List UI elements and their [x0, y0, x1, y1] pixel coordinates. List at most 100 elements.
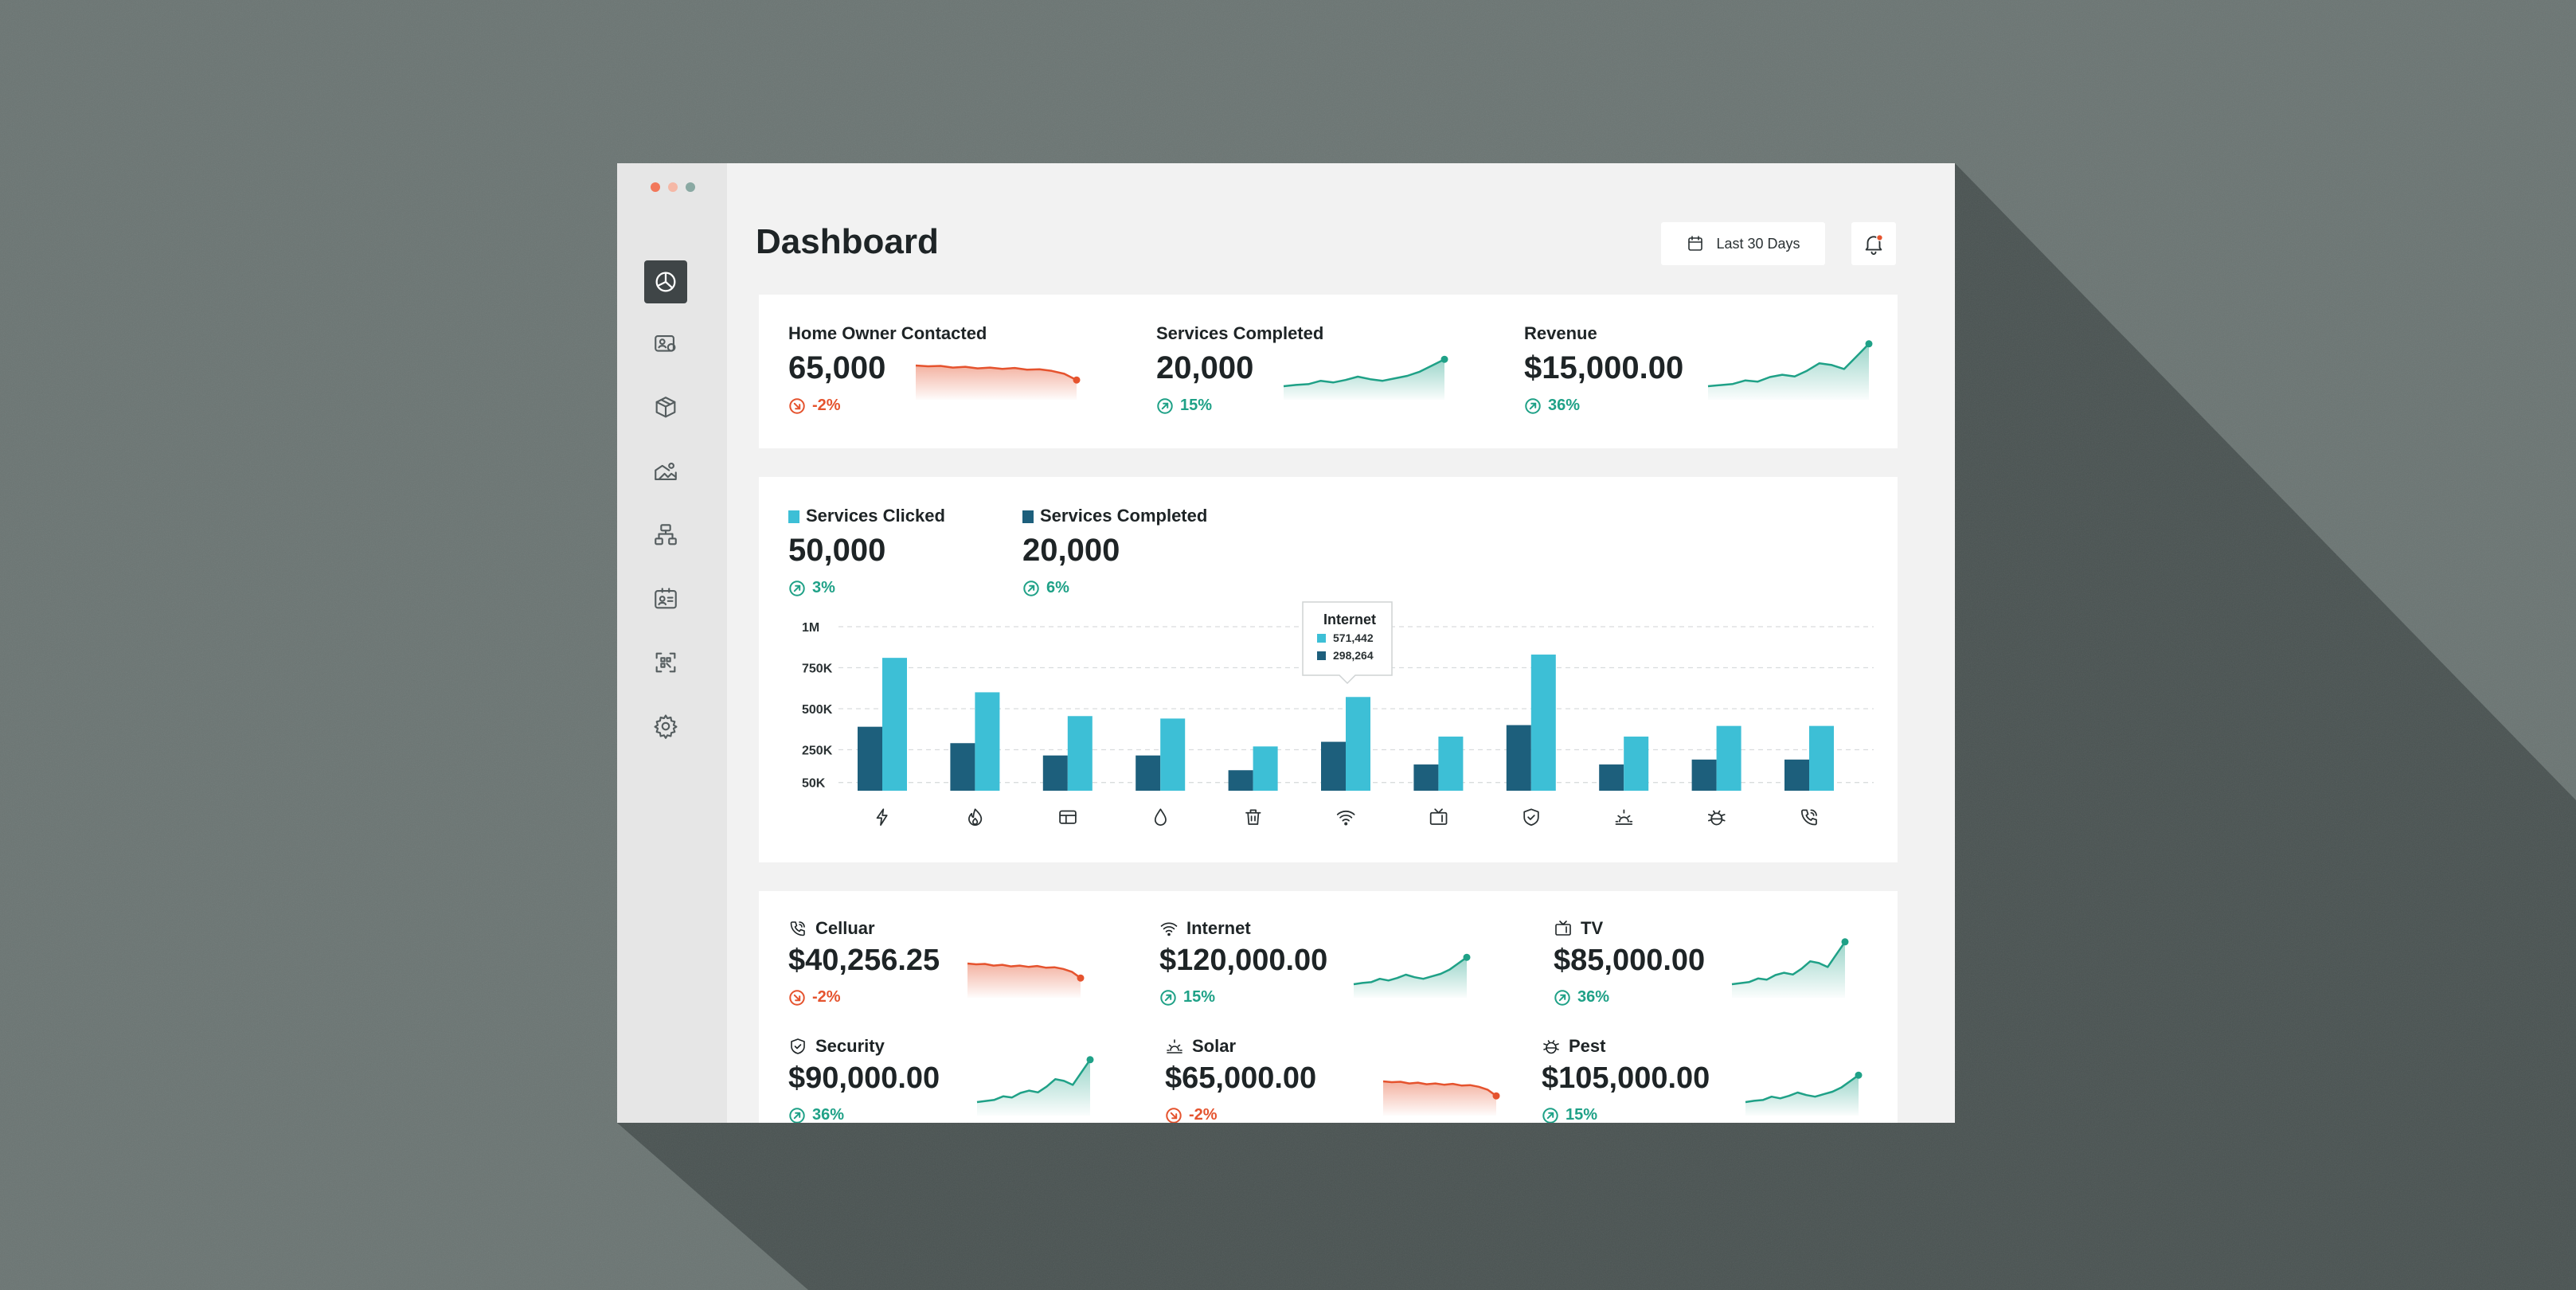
- sparkline-line: [1707, 342, 1870, 388]
- bar-clicked-window[interactable]: [1067, 716, 1093, 791]
- window-close-dot[interactable]: [651, 182, 660, 192]
- flame-icon: [968, 808, 983, 826]
- tooltip-swatch: [1317, 634, 1326, 643]
- sparkline-area: [967, 964, 1081, 998]
- bar-completed-electricity[interactable]: [858, 726, 882, 791]
- bar-clicked-water[interactable]: [1160, 718, 1186, 791]
- bar-completed-water[interactable]: [1136, 755, 1161, 791]
- service-label: Solar: [1165, 1036, 1236, 1057]
- trend-up-icon: [789, 580, 805, 596]
- kpi-value: 65,000: [788, 350, 886, 385]
- summary-change: 6%: [1022, 579, 1069, 597]
- nav-item-organization[interactable]: [644, 514, 687, 557]
- bar-completed-solar[interactable]: [1599, 764, 1624, 791]
- bar-clicked-security[interactable]: [1530, 655, 1556, 791]
- sparkline-endpoint: [1865, 340, 1873, 348]
- legend-swatch-completed: [1022, 510, 1034, 523]
- sparkline-endpoint: [1086, 1056, 1094, 1064]
- trend-down-icon: [789, 397, 805, 414]
- main-content: Dashboard Last 30 Days Home Owner Contac…: [727, 163, 1955, 1123]
- sparkline-endpoint: [1077, 974, 1085, 982]
- bar-completed-internet[interactable]: [1321, 741, 1346, 791]
- nav-item-contacts[interactable]: [644, 577, 687, 620]
- shield-icon: [791, 1038, 805, 1054]
- kpi-label: Home Owner Contacted: [788, 323, 987, 343]
- tooltip-box: [1302, 601, 1393, 685]
- services-chart-card: Services Clicked 50,000 3% Services Comp…: [759, 477, 1898, 862]
- window-icon: [1059, 810, 1077, 824]
- sparkline-endpoint: [1073, 376, 1081, 384]
- y-tick-label: 250K: [802, 745, 833, 758]
- legend-completed: Services Completed: [1022, 506, 1207, 526]
- service-change: 15%: [1159, 988, 1215, 1007]
- bell-icon: [1865, 234, 1883, 256]
- bar-completed-pest[interactable]: [1691, 759, 1717, 791]
- scan-icon: [655, 652, 676, 673]
- bar-completed-tv[interactable]: [1413, 764, 1439, 791]
- kpi-change: 15%: [1156, 397, 1212, 415]
- sunrise-icon: [1615, 809, 1633, 825]
- sparkline-security: [976, 1056, 1094, 1116]
- trend-down-icon: [789, 989, 805, 1006]
- id-card-icon: [655, 335, 676, 352]
- service-label: Internet: [1159, 918, 1251, 939]
- notification-dot: [1876, 234, 1883, 241]
- nav-item-profiles[interactable]: [644, 322, 687, 366]
- bar-clicked-gas[interactable]: [975, 692, 1000, 791]
- service-change: -2%: [1165, 1106, 1218, 1123]
- sparkline-homeowners: [915, 364, 1081, 400]
- service-change: 36%: [788, 1106, 844, 1123]
- date-range-button[interactable]: Last 30 Days: [1661, 222, 1825, 265]
- trend-up-icon: [1554, 989, 1570, 1006]
- box-icon: [655, 397, 676, 418]
- bar-completed-trash[interactable]: [1228, 770, 1253, 791]
- service-value: $65,000.00: [1165, 1061, 1317, 1095]
- bar-clicked-cellular[interactable]: [1809, 725, 1834, 791]
- trend-up-icon: [1542, 1107, 1558, 1123]
- sparkline-line: [1731, 941, 1847, 986]
- bar-clicked-solar[interactable]: [1624, 737, 1649, 791]
- service-value: $105,000.00: [1542, 1061, 1710, 1095]
- sparkline-tv: [1731, 938, 1849, 998]
- sunrise-icon: [1167, 1039, 1182, 1054]
- services-bar-chart: 1M 750K 500K 250K 50K Internet 571,442 298,264: [802, 601, 1874, 826]
- notifications-button[interactable]: [1851, 222, 1896, 265]
- sparkline-area: [1745, 1075, 1859, 1116]
- bar-completed-security[interactable]: [1506, 725, 1531, 791]
- nav-item-scan[interactable]: [644, 641, 687, 684]
- kpi-label: Services Completed: [1156, 323, 1324, 343]
- bar-completed-window[interactable]: [1042, 755, 1068, 791]
- sparkline-endpoint: [1440, 355, 1448, 363]
- window-zoom-dot[interactable]: [686, 182, 695, 192]
- sparkline-pest: [1745, 1071, 1863, 1116]
- bar-clicked-pest[interactable]: [1716, 725, 1741, 791]
- service-label: Security: [788, 1036, 885, 1057]
- sparkline-area: [916, 366, 1077, 400]
- kpi-value: 20,000: [1156, 350, 1254, 385]
- sparkline-area: [977, 1059, 1090, 1116]
- bar-clicked-electricity[interactable]: [882, 658, 907, 791]
- nav-item-settings[interactable]: [644, 705, 687, 748]
- bar-completed-gas[interactable]: [950, 743, 975, 791]
- sparkline-area: [1284, 359, 1444, 400]
- bar-clicked-trash[interactable]: [1253, 746, 1278, 791]
- sparkline-revenue: [1707, 340, 1873, 400]
- landscape-icon: [655, 463, 677, 480]
- bar-clicked-tv[interactable]: [1438, 737, 1464, 791]
- bar-clicked-internet[interactable]: [1346, 697, 1370, 791]
- service-change: -2%: [788, 988, 841, 1007]
- nav-item-packages[interactable]: [644, 386, 687, 429]
- bar-completed-cellular[interactable]: [1784, 759, 1809, 791]
- sparkline-internet: [1353, 953, 1471, 998]
- contact-card-icon: [655, 588, 677, 609]
- tooltip-title: Internet: [1323, 612, 1376, 627]
- nav-item-dashboard[interactable]: [644, 260, 687, 303]
- trend-up-icon: [789, 1107, 805, 1123]
- kpi-card: Home Owner Contacted 65,000 -2% Services…: [759, 295, 1898, 448]
- trend-up-icon: [1160, 989, 1176, 1006]
- phone-icon: [790, 921, 805, 936]
- window-minimize-dot[interactable]: [668, 182, 678, 192]
- nav-item-properties[interactable]: [644, 450, 687, 493]
- shield-icon: [1523, 808, 1539, 826]
- wifi-icon: [1336, 810, 1355, 826]
